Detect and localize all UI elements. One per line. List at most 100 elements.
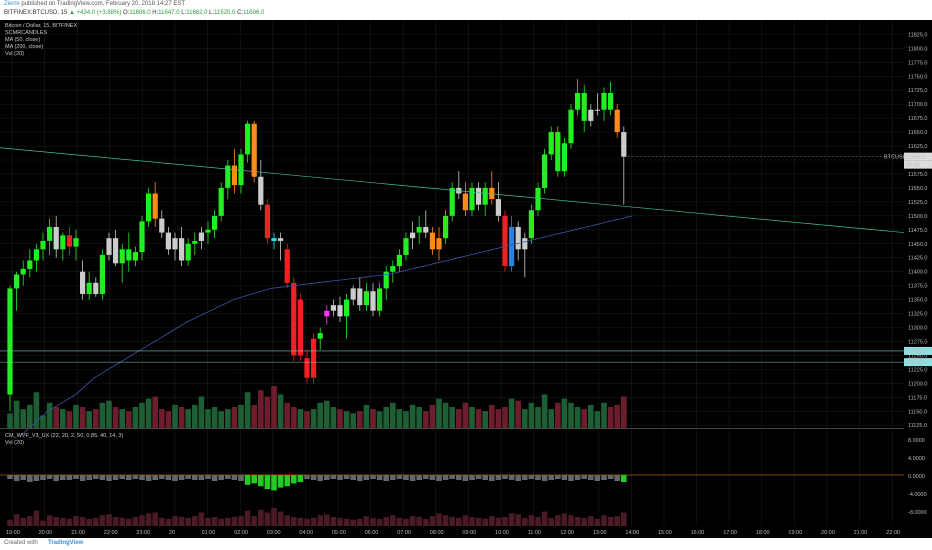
time-tick-label: 14:00 (625, 530, 639, 536)
wvf-bar (238, 475, 244, 481)
volume-bar (614, 404, 620, 428)
time-tick-label: 15:00 (658, 530, 672, 536)
wvf-bar (198, 475, 205, 480)
wvf-bar (449, 475, 455, 479)
ind-volume-bar (363, 516, 370, 526)
candle-body (548, 132, 554, 155)
time-tick-label: 09:00 (462, 530, 476, 536)
candle-body (337, 305, 343, 317)
ind-volume-bar (211, 517, 218, 526)
time-tick-label: 22:00 (104, 530, 118, 536)
ind-volume-bar (139, 515, 145, 526)
candle-body (621, 132, 627, 157)
wvf-bar (159, 475, 165, 479)
price-tick-label: 11300.0 (908, 326, 927, 332)
price-tag-bg (904, 152, 932, 161)
time-tick-label: 23:00 (136, 530, 150, 536)
time-tick-label: 16:00 (691, 530, 705, 536)
ind-volume-bar (112, 517, 119, 526)
volume-bar (515, 400, 521, 428)
candle-body (284, 249, 290, 283)
wvf-bar (555, 475, 561, 479)
change-text: ▲ +434.0 (+3.88%) (69, 10, 122, 16)
volume-bar (112, 407, 119, 428)
candle-body (403, 238, 409, 255)
ind-volume-bar (337, 517, 343, 526)
volume-bar (409, 404, 416, 428)
ind-volume-bar (258, 509, 264, 526)
ind-volume-bar (99, 515, 106, 526)
candle-body (231, 165, 237, 186)
wvf-bar (139, 475, 145, 480)
wvf-bar (548, 475, 554, 480)
volume-bar (139, 402, 145, 428)
time-tick-label: 10:00 (495, 530, 509, 536)
ind-volume-bar (416, 517, 422, 526)
candle-body (99, 254, 105, 294)
price-tick-label: 11400.0 (908, 270, 927, 276)
author-link[interactable]: Zierre (4, 1, 20, 7)
indicator-tick-label: -4.0000 (908, 492, 927, 498)
ind-volume-bar (231, 517, 238, 526)
low2-label: L: (209, 10, 215, 16)
candle-body (568, 109, 574, 144)
volume-bar (165, 411, 172, 428)
candle-body (317, 333, 323, 339)
wvf-bar (475, 475, 482, 479)
candle-body (146, 193, 152, 222)
volume-bar (258, 390, 264, 428)
price-tick-label: 11650.0 (908, 130, 927, 136)
candle-body (476, 187, 482, 205)
price-tag: 11606.0 (906, 155, 925, 161)
level-tag: 11258.0 (906, 349, 925, 355)
candle-body (152, 193, 158, 219)
candle-body (423, 227, 429, 233)
wvf-bar (297, 475, 304, 482)
candle-body (172, 238, 178, 250)
candle-body (535, 187, 541, 211)
candles (7, 79, 627, 412)
price-tick-label: 11375.0 (908, 284, 927, 290)
wvf-bar (568, 475, 574, 481)
ind-volume-bar (568, 515, 574, 526)
candle-body (396, 254, 402, 267)
candle-body (238, 154, 244, 186)
ind-volume-bar (185, 517, 191, 526)
ind-volume-bar (429, 516, 436, 526)
price-tick-label: 11450.0 (908, 242, 927, 248)
wvf-bar (178, 475, 185, 480)
wvf-bar (60, 475, 66, 480)
wvf-bar (515, 475, 521, 481)
ind-volume-bar (449, 517, 455, 526)
ind-volume-bar (601, 515, 607, 526)
time-tick-label: 07:00 (397, 530, 411, 536)
legend-item: SCMRCANDLES (5, 30, 48, 36)
wvf-bar (40, 475, 46, 480)
volume-bar (218, 411, 224, 428)
wvf-bar (502, 475, 508, 479)
volume-bar (522, 409, 528, 428)
candle-body (416, 227, 422, 233)
indicator-tick-label: 8.0000 (908, 438, 925, 444)
wvf-bar (403, 475, 409, 480)
ind-volume-bar (119, 517, 125, 526)
candle-body (93, 282, 99, 294)
chart-canvas[interactable]: 11825.0 11800.0 11775.0 11750.0 11725.0 11700… (0, 20, 932, 538)
price-tick-label: 11200.0 (908, 381, 927, 387)
wvf-bar (93, 475, 99, 479)
time-tick-label: 13:00 (593, 530, 607, 536)
tradingview-logo[interactable]: TradingView (48, 540, 84, 546)
wvf-bar (396, 475, 403, 479)
wvf-bar (363, 475, 370, 480)
price-tick-label: 11175.0 (908, 395, 927, 401)
ind-volume-bar (291, 517, 297, 526)
ind-volume-bar (192, 516, 198, 526)
wvf-bar (152, 475, 158, 480)
ind-volume-bar (86, 518, 92, 526)
price-tick-label: 11125.0 (908, 423, 927, 429)
time-tick-label: 06:00 (365, 530, 379, 536)
ind-volume-bar (423, 518, 429, 526)
candle-body (53, 227, 59, 250)
level-tag-bg (904, 358, 932, 367)
axes: 11825.0 11800.0 11775.0 11750.0 11725.0 11700… (0, 20, 932, 538)
